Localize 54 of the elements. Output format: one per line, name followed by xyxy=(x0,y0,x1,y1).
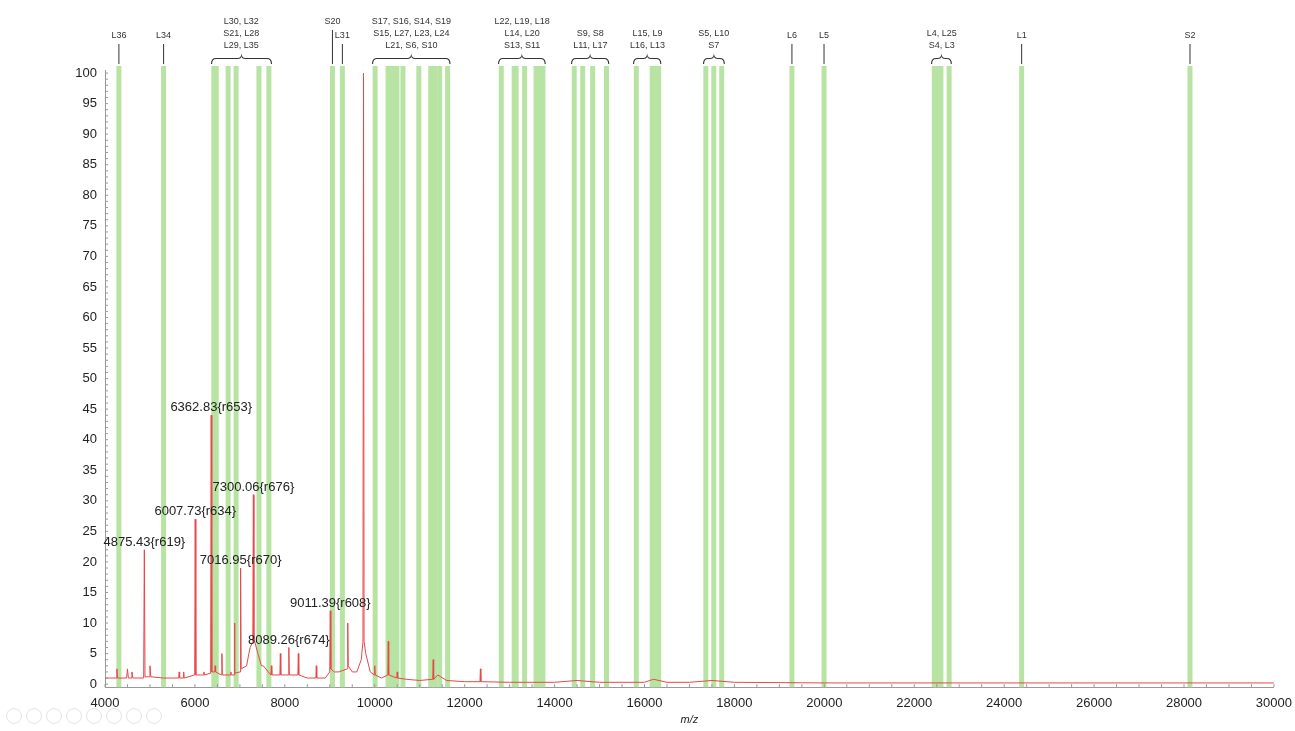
annotation: 7300.06{r676} xyxy=(212,478,295,494)
text: S17, S16, S14, S19 S15, L27, L23, L24 L21, S6, S10 xyxy=(371,15,451,50)
text: L15, L9 L16, L13 xyxy=(629,27,666,50)
y-tick-label: 75 xyxy=(82,217,97,233)
y-tick-label: 40 xyxy=(82,431,97,447)
x-tick-label: 16000 xyxy=(626,694,663,710)
text: S5, L10 S7 xyxy=(698,27,730,50)
x-tick-label: 22000 xyxy=(896,694,933,710)
ref-line-label: S20 xyxy=(324,15,341,26)
text: L22, L19, L18 L14, L20 S13, S11 xyxy=(494,15,550,50)
text: S9, S8 L11, L17 xyxy=(573,27,608,50)
x-tick-label: 30000 xyxy=(1255,694,1292,710)
y-tick-label: 85 xyxy=(82,156,97,172)
text: L30, L32 S21, L28 L29, L35 xyxy=(223,15,260,50)
ref-line-label: L1 xyxy=(1016,29,1027,40)
x-tick-label: 24000 xyxy=(986,694,1023,710)
ref-line-label: L6 xyxy=(786,29,797,40)
x-tick-label: 20000 xyxy=(806,694,843,710)
y-tick-label: 0 xyxy=(89,675,97,691)
x-tick-label: 28000 xyxy=(1165,694,1203,710)
annotation: 4875.43{r619} xyxy=(103,533,186,549)
x-axis-title: m/z xyxy=(680,713,699,726)
x-tick-label: 4000 xyxy=(90,694,120,710)
y-tick-label: 50 xyxy=(82,370,97,386)
x-tick-label: 18000 xyxy=(716,694,753,710)
x-tick-label: 14000 xyxy=(536,694,573,710)
annotation: 6362.83{r653} xyxy=(170,399,253,415)
ref-line-label: L36 xyxy=(111,29,127,40)
y-tick-label: 5 xyxy=(89,645,97,661)
y-tick-label: 30 xyxy=(82,492,97,508)
y-tick-label: 90 xyxy=(82,125,97,141)
ref-line-label: L5 xyxy=(819,29,830,40)
ref-line-label: L34 xyxy=(156,29,172,40)
y-tick-label: 20 xyxy=(82,553,97,569)
ref-line-label: L31 xyxy=(334,29,350,40)
y-tick-label: 55 xyxy=(82,339,97,355)
y-tick-label: 65 xyxy=(82,278,97,294)
y-tick-label: 15 xyxy=(82,584,97,600)
y-tick-label: 60 xyxy=(82,309,97,325)
x-tick-label: 26000 xyxy=(1076,694,1113,710)
x-tick-label: 6000 xyxy=(180,694,210,710)
x-tick-label: 10000 xyxy=(356,694,393,710)
y-tick-label: 80 xyxy=(82,186,97,202)
y-tick-label: 100 xyxy=(75,64,97,80)
y-tick-label: 10 xyxy=(82,614,97,630)
y-tick-label: 35 xyxy=(82,461,97,477)
ref-line-label: S2 xyxy=(1184,29,1196,40)
x-tick-label: 12000 xyxy=(446,694,483,710)
y-tick-label: 25 xyxy=(82,522,97,538)
y-tick-label: 45 xyxy=(82,400,97,416)
text: L4, L25 S4, L3 xyxy=(926,27,957,50)
y-tick-label: 95 xyxy=(82,95,97,111)
x-tick-label: 8000 xyxy=(270,694,300,710)
y-tick-label: 70 xyxy=(82,247,97,263)
